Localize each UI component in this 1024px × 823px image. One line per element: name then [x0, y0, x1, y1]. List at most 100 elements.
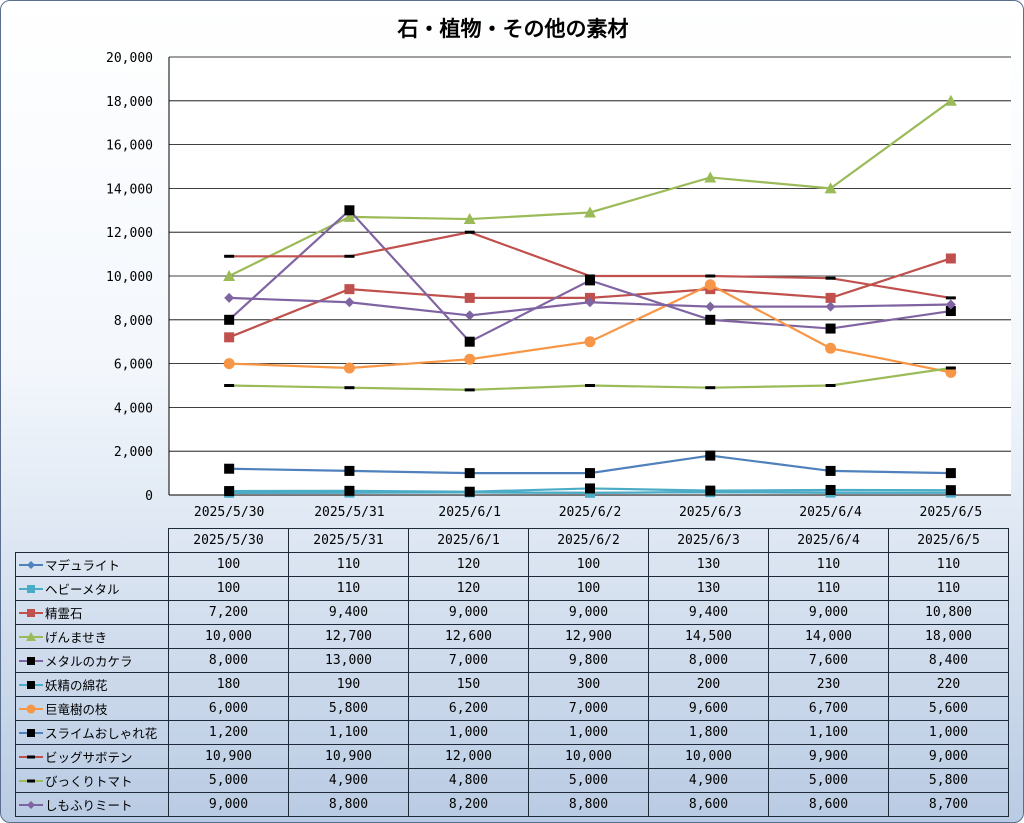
data-point [344, 205, 355, 216]
table-row: マデュライト 100 110 120 100 130 110 110 [15, 552, 1009, 577]
series-legend-cell: げんませき [15, 624, 169, 649]
table-cell: 5,600 [888, 696, 1009, 721]
legend-key [19, 704, 43, 713]
data-point [464, 353, 476, 365]
legend-key [19, 584, 43, 593]
legend-key-marker [27, 680, 35, 689]
data-point [585, 483, 595, 494]
data-point [344, 465, 355, 476]
series-legend-cell: しもふりミート [15, 792, 169, 817]
table-cell: 1,100 [768, 720, 889, 745]
table-cell: 8,200 [408, 792, 529, 817]
series-name: ヘビーメタル [45, 582, 120, 597]
series-legend-cell: 精霊石 [15, 600, 169, 625]
data-point [705, 450, 716, 461]
table-row: メタルのカケラ 8,000 13,000 7,000 9,800 8,000 7,600 8,… [15, 648, 1009, 673]
legend-key-marker [27, 779, 35, 782]
data-point [825, 465, 836, 476]
table-cell: 150 [408, 672, 529, 697]
table-cell: 10,900 [168, 744, 289, 769]
data-point [945, 468, 956, 479]
chart-title: 石・植物・その他の素材 [397, 17, 629, 41]
data-point [585, 275, 595, 286]
data-point [343, 362, 355, 374]
legend-key-marker [26, 631, 36, 641]
table-row: ビッグサボテン 10,900 10,900 12,000 10,000 10,000 9,9… [15, 744, 1009, 769]
legend-key-marker [27, 560, 35, 569]
series-legend-cell: スライムおしゃれ花 [15, 720, 169, 745]
data-table: 2025/5/30 2025/5/31 2025/6/1 2025/6/2 2025/6… [15, 528, 1009, 817]
table-cell: 10,900 [288, 744, 409, 769]
x-tick-label: 2025/6/3 [679, 505, 742, 520]
series-name: メタルのカケラ [45, 654, 133, 669]
data-point [585, 384, 595, 387]
data-point [464, 388, 475, 392]
table-cell: 10,000 [168, 624, 289, 649]
data-point [224, 486, 235, 497]
table-cell: 8,600 [648, 792, 769, 817]
table-header-row: 2025/5/30 2025/5/31 2025/6/1 2025/6/2 2025/6… [15, 528, 1009, 553]
table-cell: 5,000 [768, 768, 889, 793]
data-point [705, 386, 716, 390]
table-cell: 110 [288, 552, 409, 577]
table-cell: 4,800 [408, 768, 529, 793]
table-cell: 1,800 [648, 720, 769, 745]
table-row: しもふりミート 9,000 8,800 8,200 8,800 8,600 8,600 8,7… [15, 792, 1009, 817]
x-tick-label: 2025/6/1 [438, 505, 501, 520]
legend-key-marker [27, 728, 35, 737]
data-point [344, 386, 355, 390]
legend-key [19, 680, 43, 689]
table-cell: 12,000 [408, 744, 529, 769]
table-cell: 9,000 [528, 600, 649, 625]
series-name: しもふりミート [45, 798, 133, 813]
legend-key [19, 755, 43, 758]
series-legend-cell: メタルのカケラ [15, 648, 169, 673]
table-cell: 110 [888, 576, 1009, 601]
table-column-header: 2025/6/5 [888, 528, 1009, 553]
y-tick-label: 6,000 [114, 358, 153, 373]
table-cell: 8,400 [888, 648, 1009, 673]
table-cell: 9,000 [168, 792, 289, 817]
data-point [464, 336, 475, 347]
data-point [825, 342, 837, 354]
table-cell: 8,800 [288, 792, 409, 817]
data-point [223, 358, 235, 370]
series-name: スライムおしゃれ花 [45, 726, 158, 741]
data-point [584, 206, 596, 218]
series-legend-cell: びっくりトマト [15, 768, 169, 793]
legend-key-marker [27, 584, 35, 593]
table-cell: 110 [888, 552, 1009, 577]
table-column-header: 2025/6/1 [408, 528, 529, 553]
table-cell: 5,800 [888, 768, 1009, 793]
table-cell: 300 [528, 672, 649, 697]
table-cell: 18,000 [888, 624, 1009, 649]
data-point [585, 468, 595, 479]
x-tick-label: 2025/6/2 [559, 505, 622, 520]
table-cell: 1,000 [408, 720, 529, 745]
table-cell: 110 [768, 576, 889, 601]
data-point [584, 336, 596, 348]
table-cell: 8,600 [768, 792, 889, 817]
legend-key [19, 560, 43, 569]
series-name: 巨竜樹の枝 [45, 702, 108, 717]
table-cell: 7,000 [408, 648, 529, 673]
table-cell: 120 [408, 552, 529, 577]
series-legend-cell: 妖精の綿花 [15, 672, 169, 697]
data-point [705, 301, 716, 312]
data-point [344, 297, 355, 308]
table-row: 妖精の綿花 180 190 150 300 200 230 220 [15, 672, 1009, 697]
table-cell: 9,900 [768, 744, 889, 769]
data-point [945, 485, 956, 496]
data-point [464, 292, 475, 303]
data-point [344, 254, 355, 258]
series-name: マデュライト [45, 558, 121, 573]
table-cell: 1,200 [168, 720, 289, 745]
data-point [825, 276, 836, 280]
data-point [464, 230, 475, 234]
series-name: げんませき [45, 630, 108, 645]
table-column-header: 2025/6/4 [768, 528, 889, 553]
table-cell: 8,000 [648, 648, 769, 673]
data-point [585, 274, 595, 278]
y-tick-label: 0 [145, 489, 153, 504]
